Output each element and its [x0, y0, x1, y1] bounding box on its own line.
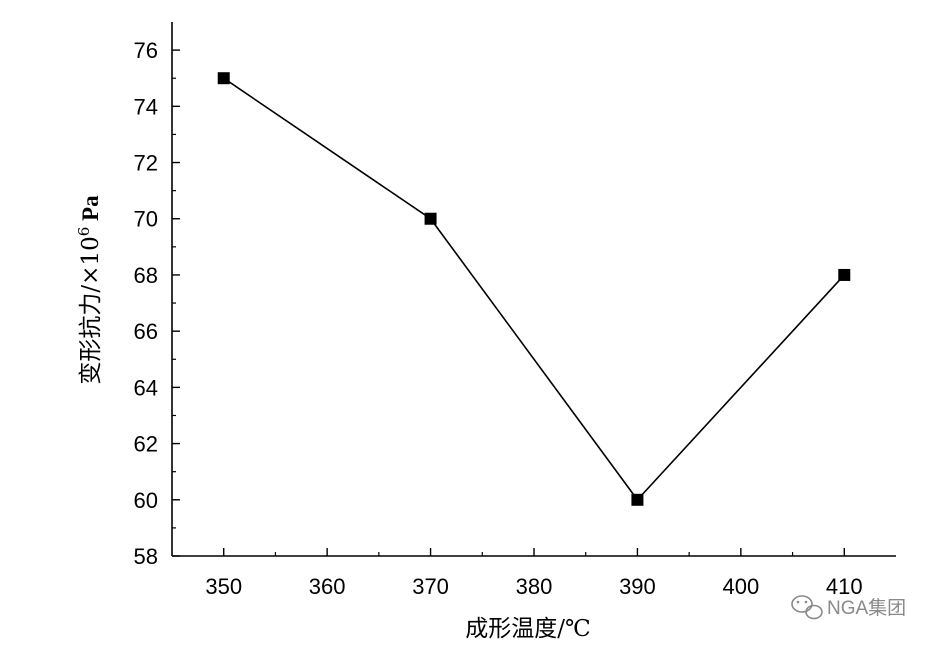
y-tick-label: 64	[134, 375, 158, 400]
x-tick-label: 390	[619, 574, 656, 599]
y-tick-label: 70	[134, 207, 158, 232]
y-axis-title-superscript: 6	[75, 227, 93, 237]
x-ticks: 350 360 370 380 390 400 410	[205, 548, 863, 599]
x-tick-label: 400	[722, 574, 759, 599]
y-ticks: 58 60 62 64 66 68 70 72 74 76	[134, 38, 180, 569]
x-tick-label: 350	[205, 574, 242, 599]
x-tick-label: 360	[309, 574, 346, 599]
x-axis-title: 成形温度/℃	[465, 616, 590, 642]
x-tick-label: 370	[412, 574, 449, 599]
y-tick-label: 68	[134, 263, 158, 288]
y-tick-label: 58	[134, 544, 158, 569]
data-point	[217, 72, 230, 85]
data-series	[223, 77, 845, 502]
y-axis-title: 变形抗力/×106 Pa	[75, 195, 104, 385]
x-tick-label: 380	[516, 574, 553, 599]
wechat-icon	[791, 595, 823, 620]
y-tick-label: 76	[134, 38, 158, 63]
data-point	[838, 268, 851, 281]
y-axis-title-main: 变形抗力/×10	[78, 236, 104, 384]
watermark-text: NGA集团	[827, 597, 906, 619]
watermark: NGA集团	[791, 595, 906, 620]
axes	[171, 22, 896, 557]
y-tick-label: 62	[134, 432, 158, 457]
data-markers	[217, 72, 851, 506]
series-line	[223, 77, 845, 502]
data-point	[631, 493, 644, 506]
y-axis-title-unit: Pa	[78, 195, 103, 227]
x-tick-label: 410	[826, 574, 863, 599]
y-tick-label: 74	[134, 94, 158, 119]
y-tick-label: 72	[134, 151, 158, 176]
y-tick-label: 60	[134, 488, 158, 513]
y-tick-label: 66	[134, 319, 158, 344]
data-point	[424, 212, 437, 225]
